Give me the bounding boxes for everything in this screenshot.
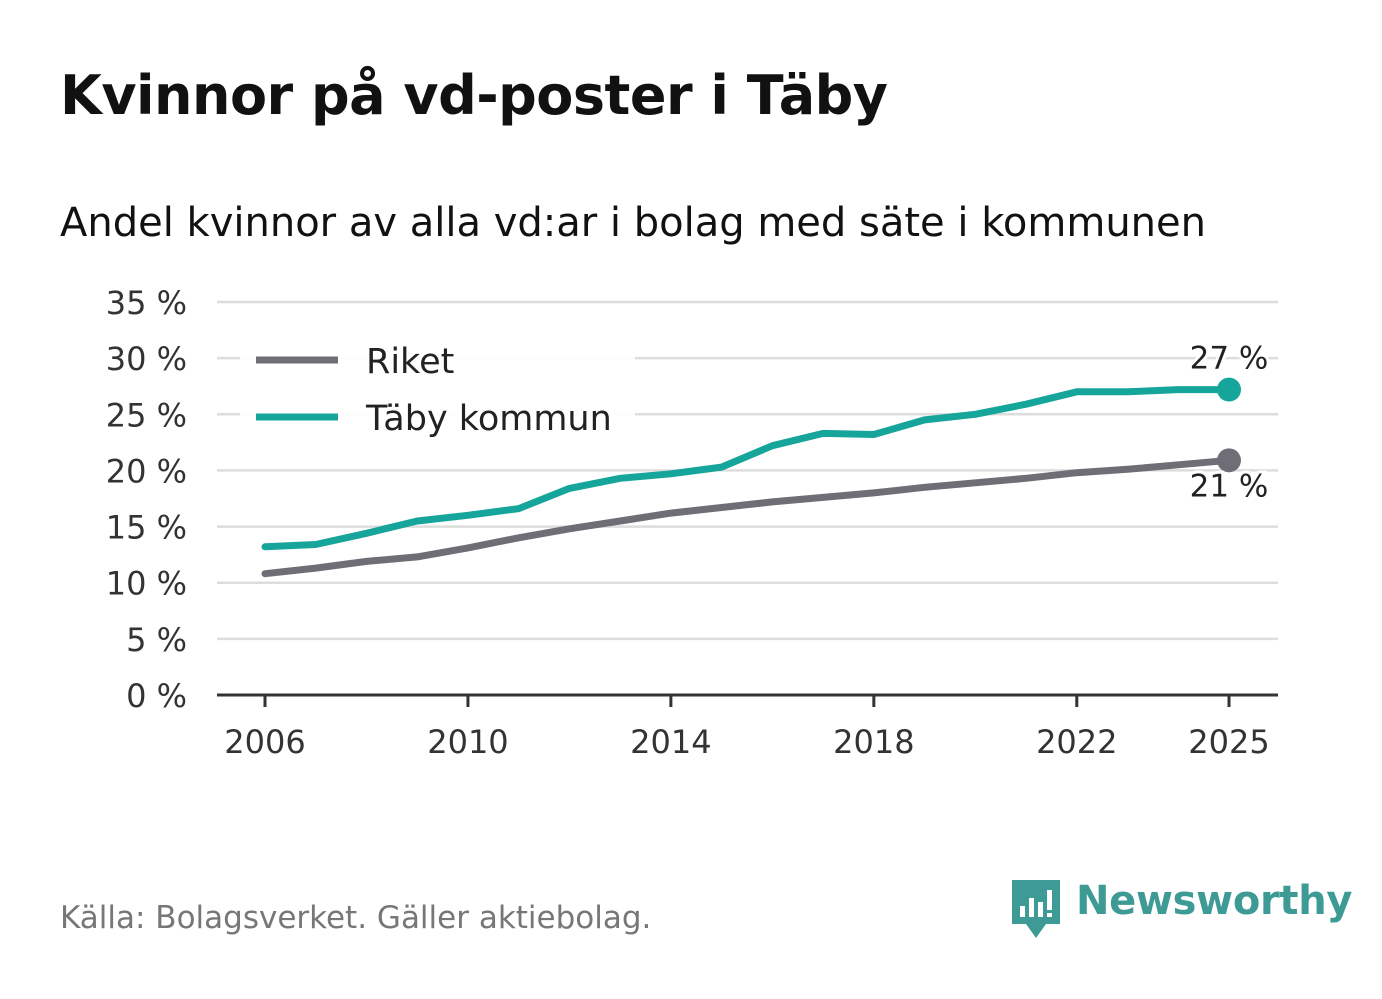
chart-subtitle: Andel kvinnor av alla vd:ar i bolag med … [60, 200, 1206, 246]
y-tick-label: 10 % [106, 565, 187, 603]
series-lines [261, 377, 1241, 578]
line-chart: 0 % 5 % 10 % 15 % 20 % 25 % 30 % 35 % 2006 2010 20… [106, 284, 1278, 761]
legend: Riket Täby kommun [240, 330, 635, 446]
page-title: Kvinnor på vd-poster i Täby [60, 64, 888, 127]
end-labels: 21 % 27 % [1187, 338, 1272, 508]
y-tick-label: 15 % [106, 509, 187, 547]
end-value-label: 21 % [1190, 468, 1269, 504]
y-tick-label: 5 % [126, 621, 187, 659]
x-tick-label: 2010 [427, 723, 508, 761]
series-end-marker [1217, 448, 1241, 473]
brand-name: Newsworthy [1076, 878, 1353, 924]
x-tick-label: 2022 [1036, 723, 1117, 761]
y-tick-label: 25 % [106, 396, 187, 434]
series-end-marker [1217, 377, 1241, 402]
series-line [261, 456, 1233, 578]
legend-label: Täby kommun [365, 399, 612, 439]
bar-chart-speech-bubble-icon [1012, 880, 1060, 938]
x-tick-label: 2006 [224, 723, 305, 761]
brand-logo: Newsworthy [1010, 878, 1353, 942]
y-tick-label: 35 % [106, 284, 187, 322]
x-tick-label: 2025 [1188, 723, 1269, 761]
x-tick-label: 2018 [833, 723, 914, 761]
series-line [261, 386, 1233, 551]
legend-background [240, 330, 635, 446]
y-tick-label: 30 % [106, 340, 187, 378]
x-tick-label: 2014 [630, 723, 711, 761]
y-tick-label: 20 % [106, 452, 187, 490]
source-note: Källa: Bolagsverket. Gäller aktiebolag. [60, 900, 652, 936]
axes: 0 % 5 % 10 % 15 % 20 % 25 % 30 % 35 % 2006 2010 20… [106, 284, 1278, 761]
end-value-label: 27 % [1190, 341, 1269, 377]
y-tick-label: 0 % [126, 677, 187, 715]
legend-label: Riket [366, 342, 454, 382]
